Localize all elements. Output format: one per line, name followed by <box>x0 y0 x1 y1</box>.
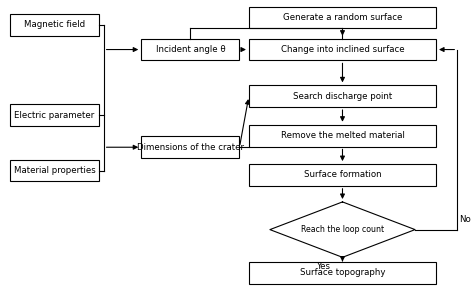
FancyBboxPatch shape <box>10 104 99 126</box>
Text: Remove the melted material: Remove the melted material <box>281 131 404 140</box>
Text: No: No <box>459 215 471 224</box>
FancyBboxPatch shape <box>249 125 436 146</box>
Text: Change into inclined surface: Change into inclined surface <box>281 45 404 54</box>
Text: Surface formation: Surface formation <box>304 171 381 179</box>
FancyBboxPatch shape <box>141 136 239 158</box>
Text: Incident angle θ: Incident angle θ <box>155 45 225 54</box>
Text: Yes: Yes <box>317 262 331 271</box>
Text: Reach the loop count: Reach the loop count <box>301 225 384 234</box>
FancyBboxPatch shape <box>249 85 436 107</box>
Text: Magnetic field: Magnetic field <box>24 20 85 29</box>
Text: Electric parameter: Electric parameter <box>14 111 95 120</box>
Text: Search discharge point: Search discharge point <box>293 92 392 101</box>
Text: Material properties: Material properties <box>14 166 95 175</box>
Text: Generate a random surface: Generate a random surface <box>283 13 402 22</box>
FancyBboxPatch shape <box>10 14 99 36</box>
FancyBboxPatch shape <box>249 262 436 284</box>
FancyBboxPatch shape <box>249 6 436 28</box>
FancyBboxPatch shape <box>249 164 436 186</box>
Text: Dimensions of the crater: Dimensions of the crater <box>137 143 244 152</box>
FancyBboxPatch shape <box>141 39 239 60</box>
FancyBboxPatch shape <box>249 39 436 60</box>
Text: Surface topography: Surface topography <box>300 268 385 277</box>
FancyBboxPatch shape <box>10 160 99 181</box>
